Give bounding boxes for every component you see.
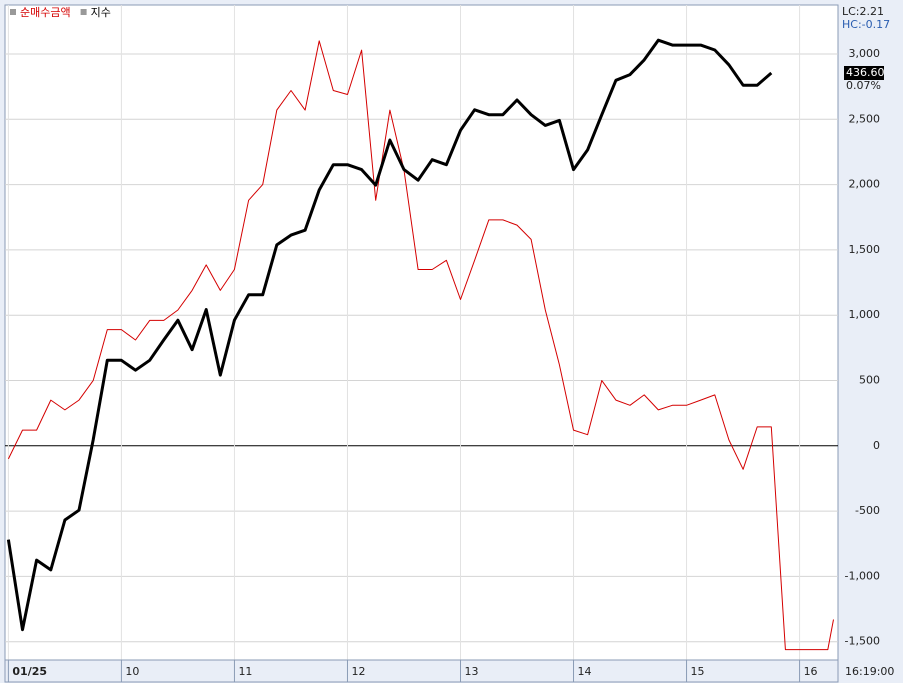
x-tick-label: 14 <box>578 665 592 678</box>
y-tick-label: 0 <box>873 439 880 452</box>
labels: -1,500 -1,000 -500 0 500 1,000 1,500 2,000 2,500… <box>7 6 881 682</box>
y-tick-label: 500 <box>859 373 880 386</box>
x-tick-label: 16 <box>804 665 818 678</box>
legend-swatch <box>80 9 87 15</box>
y-tick-label: 2,000 <box>849 178 881 191</box>
x-tick-label: 13 <box>464 665 478 678</box>
x-tick-label: 12 <box>351 665 365 678</box>
legend-label: 지수 <box>91 6 111 19</box>
x-tick-label: 01/25 <box>12 665 47 678</box>
time-label: 16:19:00 <box>845 665 894 678</box>
grid <box>5 5 838 660</box>
change-label: 0.07% <box>846 79 881 92</box>
series-line <box>6 38 773 632</box>
y-tick-label: -1,000 <box>845 569 880 582</box>
x-tick-label: 11 <box>238 665 252 678</box>
y-tick-label: 1,000 <box>849 308 881 321</box>
y-tick-label: 1,500 <box>849 243 881 256</box>
price-box <box>844 66 884 80</box>
y-tick-label: 2,500 <box>849 112 881 125</box>
x-tick-label: 15 <box>691 665 705 678</box>
y-tick-label: 3,000 <box>849 47 881 60</box>
y-tick-label: -1,500 <box>845 635 880 648</box>
legend-label: 순매수금액 <box>20 6 71 19</box>
price-label: 436.60 <box>846 66 885 79</box>
lc-label: LC:2.21 <box>842 5 884 18</box>
legend-swatch <box>10 9 16 15</box>
plot-area <box>4 4 839 661</box>
x-axis-bar <box>4 659 839 683</box>
x-tick-label: 10 <box>125 665 139 678</box>
series-line <box>7 40 834 651</box>
lines <box>6 38 834 651</box>
hc-label: HC:-0.17 <box>842 18 890 31</box>
y-tick-label: -500 <box>855 504 880 517</box>
